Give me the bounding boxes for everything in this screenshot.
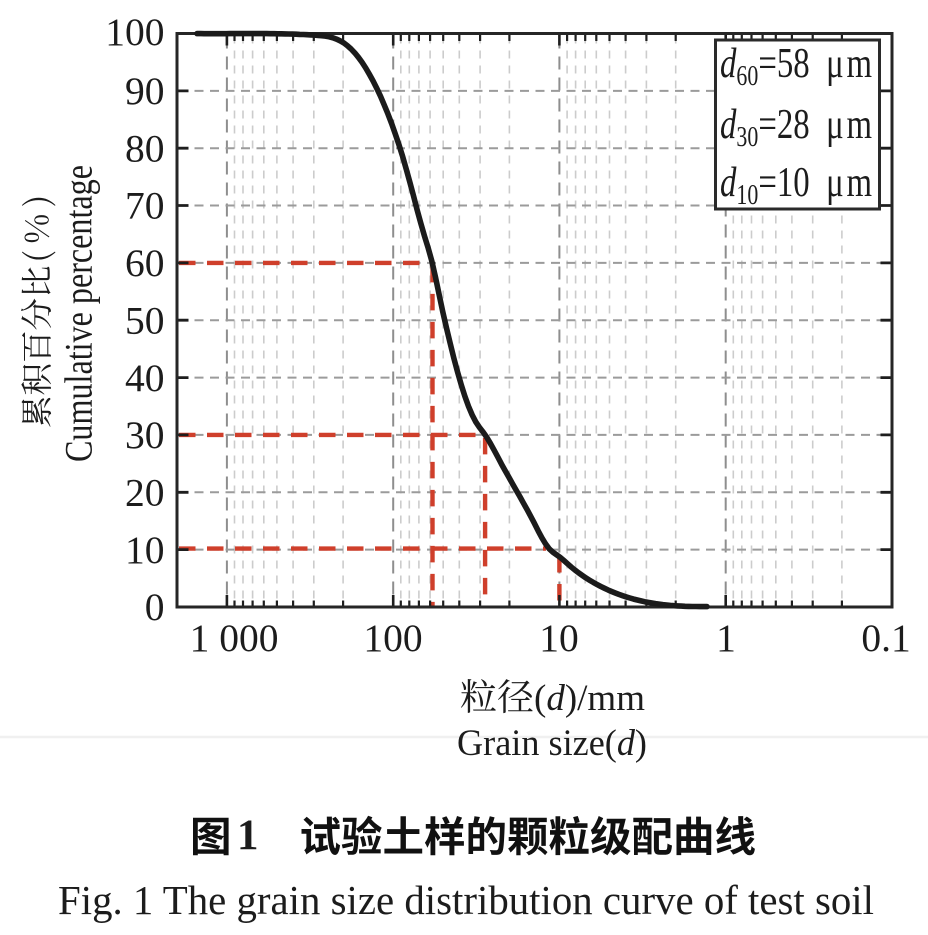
svg-text:70: 70 <box>125 184 165 228</box>
svg-text:d10=10 μ m: d10=10 μ m <box>720 160 872 211</box>
svg-text:60: 60 <box>125 241 165 285</box>
svg-text:1 000: 1 000 <box>190 616 279 660</box>
svg-text:90: 90 <box>125 69 165 113</box>
svg-text:10: 10 <box>125 528 165 572</box>
svg-text:0.1: 0.1 <box>861 616 910 660</box>
svg-text:30: 30 <box>125 413 165 457</box>
svg-text:(d)/mm: (d)/mm <box>534 678 645 719</box>
svg-text:100: 100 <box>105 10 164 54</box>
svg-text:Fig. 1 The grain size distribu: Fig. 1 The grain size distribution curve… <box>58 877 874 923</box>
svg-text:d30=28 μ m: d30=28 μ m <box>720 102 872 153</box>
svg-text:0: 0 <box>145 585 165 629</box>
svg-text:1: 1 <box>716 616 736 660</box>
svg-text:100: 100 <box>363 616 422 660</box>
svg-text:40: 40 <box>125 356 165 400</box>
svg-text:d60=58 μ m: d60=58 μ m <box>720 41 872 92</box>
svg-text:1: 1 <box>237 812 259 859</box>
svg-text:Grain size(d): Grain size(d) <box>457 723 647 764</box>
svg-text:10: 10 <box>539 616 579 660</box>
svg-text:Cumulative percentage: Cumulative percentage <box>58 165 101 462</box>
svg-text:80: 80 <box>125 126 165 170</box>
svg-text:50: 50 <box>125 298 165 342</box>
svg-text:20: 20 <box>125 471 165 515</box>
